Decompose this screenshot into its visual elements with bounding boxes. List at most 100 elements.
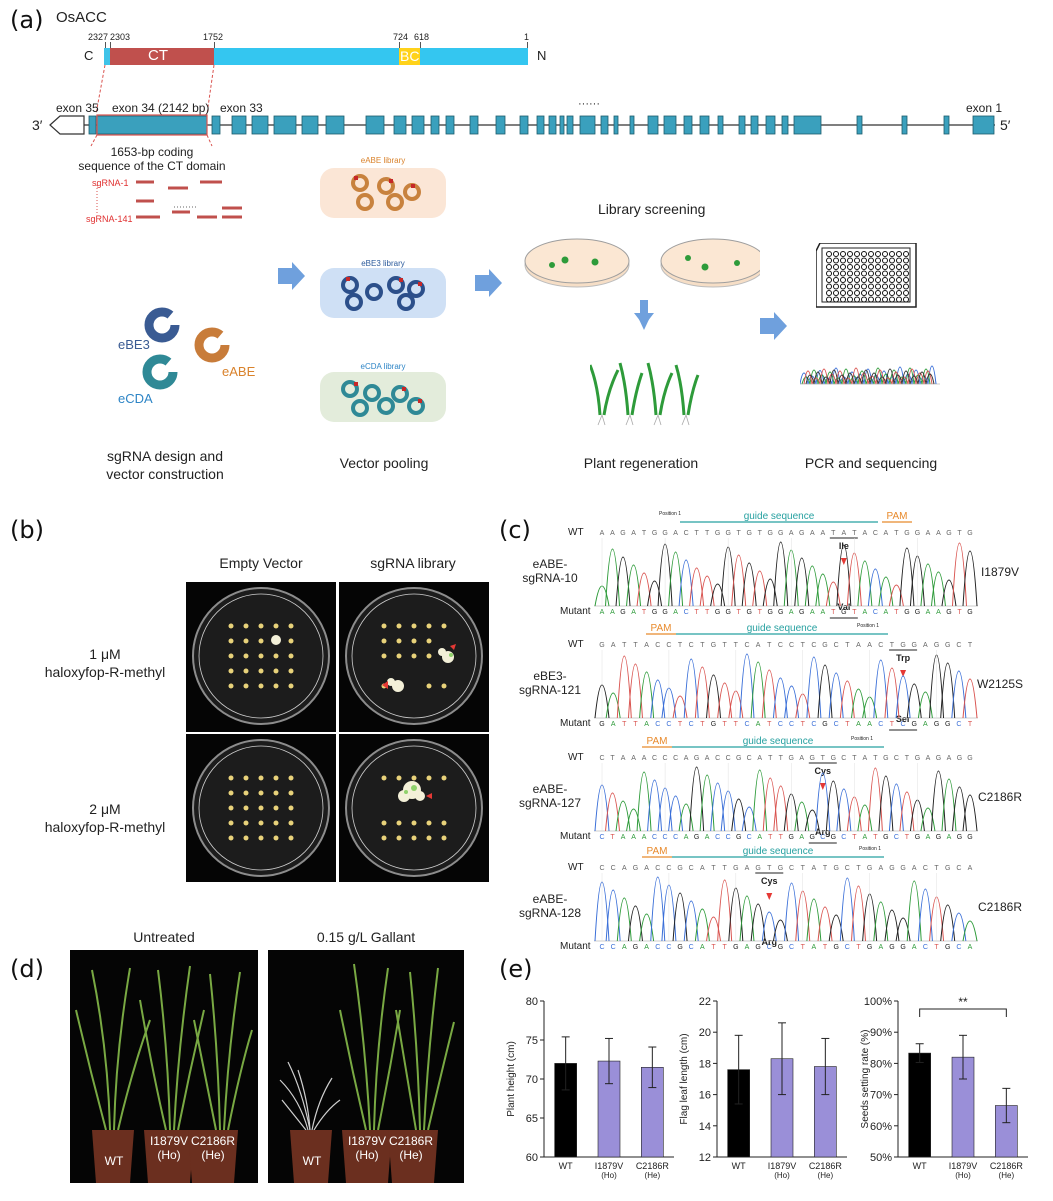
wt-base: C (663, 755, 668, 762)
wt-base: C (673, 755, 678, 762)
wt-amino-acid: Ile (839, 541, 849, 551)
ct-domain-label: CT (148, 47, 168, 64)
mutant-amino-acid: Arg (762, 937, 778, 947)
x-tick-sublabel: (Ho) (955, 1171, 971, 1180)
wt-base: T (957, 530, 962, 537)
exon33-label: exon 33 (220, 101, 263, 115)
panel-c-label: (c) (499, 516, 531, 544)
mutant-base: C (901, 721, 906, 728)
sgrna-first-label: sgRNA-1 (92, 178, 129, 188)
step-plant-regeneration: Plant regeneration (583, 455, 699, 471)
mutant-base: A (936, 609, 941, 616)
mutant-base: G (967, 834, 972, 841)
mutant-base: T (737, 609, 742, 616)
mutant-base: A (600, 609, 605, 616)
mutant-base: G (810, 834, 815, 841)
trace-peak (899, 791, 915, 832)
wt-base: G (900, 642, 905, 649)
ecda-label: eCDA (118, 391, 153, 406)
mutant-base: A (611, 721, 616, 728)
mutant-base: T (734, 721, 739, 728)
ecda-library-label: eCDA library (360, 362, 406, 371)
wt-base: A (705, 755, 710, 762)
mutant-base: T (852, 609, 857, 616)
y-tick-label: 90% (870, 1027, 892, 1039)
wt-base: T (768, 755, 773, 762)
wt-base: C (652, 755, 657, 762)
pam-label: PAM (887, 511, 908, 522)
trace-peak (750, 661, 766, 719)
trace-peak (941, 778, 957, 832)
trace-peak (761, 669, 777, 719)
wt-base: T (723, 642, 728, 649)
mutant-base: G (945, 944, 950, 950)
wt-label: WT (568, 752, 584, 763)
wt-base: G (755, 865, 760, 872)
wt-base: G (778, 530, 783, 537)
mutant-base: G (799, 609, 804, 616)
wt-base: G (662, 530, 667, 537)
trace-peak (962, 794, 978, 832)
mutant-base: A (810, 609, 815, 616)
wt-base: G (833, 865, 838, 872)
mutant-base: T (801, 721, 806, 728)
x-tick-sublabel: (He) (645, 1171, 661, 1180)
mutant-base: C (894, 834, 899, 841)
y-tick-label: 16 (699, 1090, 711, 1102)
wt-base: T (801, 865, 806, 872)
wt-base: T (711, 865, 716, 872)
mutant-base: T (767, 721, 772, 728)
trace-peak (615, 556, 631, 607)
wt-base: G (957, 755, 962, 762)
col-empty-vector: Empty Vector (219, 555, 303, 571)
mutant-base: T (705, 609, 710, 616)
step-sgrna-design: sgRNA design and vector construction (106, 448, 224, 482)
wt-base: T (856, 865, 861, 872)
wt-base: T (610, 755, 615, 762)
wt-base: G (915, 530, 920, 537)
wt-base: C (834, 642, 839, 649)
mutant-base: A (684, 834, 689, 841)
mutant-base: G (841, 609, 846, 616)
trace-peak (962, 550, 978, 607)
wt-base: T (890, 642, 895, 649)
y-axis-label: Flag leaf length (cm) (679, 1033, 690, 1124)
wt-base: T (622, 642, 627, 649)
wt-base: A (812, 865, 817, 872)
trace-peak (683, 658, 699, 719)
flow-arrows (278, 262, 787, 340)
wt-base: G (912, 642, 917, 649)
gene-3prime: 3′ (32, 117, 43, 133)
mutant-base: G (883, 834, 888, 841)
position-label: Position 1 (851, 736, 873, 742)
pot-wt-1: WT (104, 1154, 124, 1168)
wt-base: C (747, 755, 752, 762)
x-tick-label: I1879V (949, 1161, 978, 1171)
wt-amino-acid: Cys (761, 876, 778, 886)
trace-peak (739, 653, 755, 719)
mutant-base: C (715, 834, 720, 841)
mutant-base: G (778, 944, 783, 950)
wt-amino-acid: Cys (815, 766, 832, 776)
photo-untreated-title: Untreated (133, 929, 195, 945)
y-tick-label: 100% (864, 996, 892, 1008)
editor-name: eBE3- (533, 669, 566, 683)
mutant-base: T (801, 944, 806, 950)
eabe-library-label: eABE library (360, 156, 406, 165)
regenerated-plants (590, 362, 700, 426)
wt-base: C (744, 642, 749, 649)
mutant-base: A (644, 721, 649, 728)
y-tick-label: 22 (699, 996, 711, 1008)
mutant-amino-acid: Ser (896, 714, 911, 724)
trace-peak (784, 882, 800, 942)
sgrna-name: sgRNA-128 (519, 906, 581, 920)
base-editor-plasmids (142, 307, 230, 390)
wt-base: T (758, 530, 763, 537)
trace-peak (825, 780, 841, 832)
mutant-base: G (915, 609, 920, 616)
tick-2327: 2327 (88, 32, 109, 42)
mutant-base: G (934, 721, 939, 728)
wt-base: C (666, 642, 671, 649)
wt-base: G (810, 755, 815, 762)
